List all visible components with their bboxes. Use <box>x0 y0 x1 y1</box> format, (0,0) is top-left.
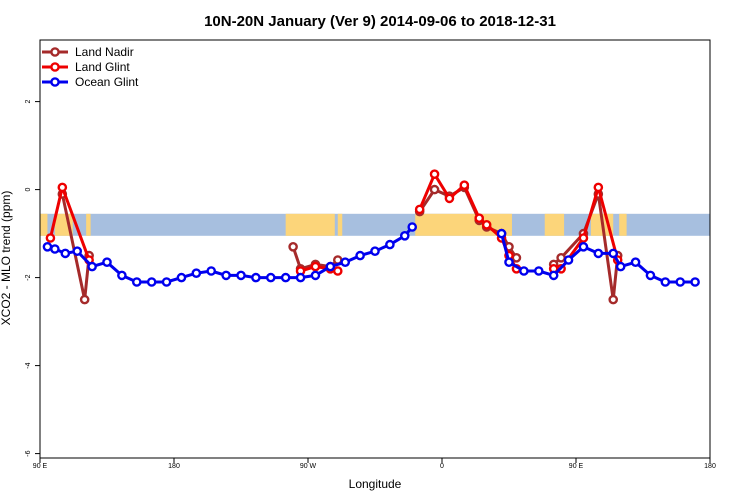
data-point-ocean-glint <box>131 277 142 287</box>
land-region <box>285 213 335 236</box>
legend-marker <box>50 47 60 57</box>
legend-label: Ocean Glint <box>75 75 139 89</box>
data-point-ocean-glint <box>146 277 157 287</box>
data-point-ocean-glint <box>615 261 626 272</box>
data-point-ocean-glint <box>42 241 53 252</box>
data-point-ocean-glint <box>87 261 97 272</box>
land-region <box>337 213 343 236</box>
x-tick-label: 90 E <box>33 463 48 470</box>
x-tick-label: 180 <box>168 463 180 470</box>
data-point-land-glint <box>578 233 589 243</box>
data-point-ocean-glint <box>407 222 418 232</box>
series-land-nadir <box>57 182 623 305</box>
data-point-ocean-glint <box>496 228 507 239</box>
y-axis-label: XCO2 - MLO trend (ppm) <box>0 191 13 326</box>
data-point-ocean-glint <box>593 248 604 259</box>
x-axis-label: Longitude <box>349 477 402 491</box>
data-point-ocean-glint <box>117 270 127 281</box>
data-point-ocean-glint <box>399 230 410 241</box>
plot-frame <box>39 39 711 459</box>
data-point-ocean-glint <box>690 277 700 287</box>
data-point-land-glint <box>310 261 321 272</box>
legend-item-land-glint: Land Glint <box>42 60 130 74</box>
data-point-ocean-glint <box>548 270 559 281</box>
data-point-ocean-glint <box>251 272 261 283</box>
legend-marker <box>50 62 60 72</box>
data-point-ocean-glint <box>161 277 172 287</box>
ocean-band <box>40 213 710 236</box>
x-tick-label: 90 E <box>569 463 584 470</box>
data-point-land-glint <box>57 182 68 193</box>
x-axis: 90 E 180 90 W 0 90 E 180 <box>33 458 716 470</box>
data-point-ocean-glint <box>630 257 641 268</box>
land-region <box>86 213 91 236</box>
data-point-land-nadir <box>79 294 90 305</box>
data-point-ocean-glint <box>221 270 231 281</box>
data-point-ocean-glint <box>295 272 306 283</box>
y-tick-label: 2 <box>25 100 32 104</box>
y-tick-label: 0 <box>25 188 32 192</box>
data-point-ocean-glint <box>60 248 71 259</box>
data-point-land-glint <box>444 193 455 204</box>
data-point-ocean-glint <box>236 270 246 281</box>
y-tick-label: -4 <box>25 362 32 368</box>
data-point-ocean-glint <box>519 266 529 276</box>
data-point-ocean-glint <box>176 272 187 283</box>
series-ocean-glint <box>42 222 700 287</box>
data-point-ocean-glint <box>191 268 202 279</box>
data-point-land-nadir <box>429 184 440 195</box>
legend-label: Land Glint <box>75 60 130 74</box>
data-point-land-glint <box>45 233 56 243</box>
data-point-ocean-glint <box>265 272 276 283</box>
legend-item-land-nadir: Land Nadir <box>42 45 134 59</box>
data-point-ocean-glint <box>280 272 291 283</box>
data-point-land-glint <box>459 180 470 190</box>
y-tick-label: -6 <box>25 450 32 456</box>
data-point-ocean-glint <box>645 270 656 281</box>
data-point-ocean-glint <box>660 277 671 287</box>
y-tick-label: -2 <box>25 274 32 280</box>
x-tick-label: 90 W <box>300 463 317 470</box>
data-point-land-glint <box>332 266 343 276</box>
data-point-ocean-glint <box>325 261 336 272</box>
data-point-ocean-glint <box>385 239 395 250</box>
data-point-land-nadir <box>288 241 298 252</box>
legend-item-ocean-glint: Ocean Glint <box>42 75 139 89</box>
data-point-ocean-glint <box>608 248 619 259</box>
land-region <box>40 213 48 236</box>
y-axis: 2 0 -2 -4 -6 <box>25 100 40 457</box>
data-point-ocean-glint <box>533 266 544 276</box>
chart-title: 10N-20N January (Ver 9) 2014-09-06 to 20… <box>204 13 556 30</box>
data-point-ocean-glint <box>675 277 686 287</box>
data-point-land-nadir <box>556 252 566 263</box>
data-point-ocean-glint <box>370 246 380 256</box>
data-point-land-glint <box>481 219 492 230</box>
data-point-land-nadir <box>608 294 619 305</box>
data-point-ocean-glint <box>50 244 60 254</box>
data-point-ocean-glint <box>340 257 351 268</box>
data-point-ocean-glint <box>310 270 321 281</box>
data-point-land-nadir <box>511 252 522 263</box>
x-tick-label: 0 <box>440 463 444 470</box>
x-tick-label: 180 <box>704 463 716 470</box>
data-point-land-glint <box>414 204 425 215</box>
legend-label: Land Nadir <box>75 45 134 59</box>
legend-marker <box>50 77 60 87</box>
data-point-ocean-glint <box>206 266 217 276</box>
data-point-land-glint <box>593 182 604 193</box>
data-point-land-glint <box>429 169 440 179</box>
data-point-land-glint <box>474 213 485 223</box>
land-region <box>544 213 565 236</box>
land-region <box>619 213 627 236</box>
data-point-ocean-glint <box>72 246 83 256</box>
data-point-ocean-glint <box>102 257 112 268</box>
data-point-ocean-glint <box>563 255 574 265</box>
data-point-ocean-glint <box>355 250 365 261</box>
data-point-ocean-glint <box>578 241 589 252</box>
data-point-ocean-glint <box>504 257 514 268</box>
series-layer <box>42 169 700 305</box>
